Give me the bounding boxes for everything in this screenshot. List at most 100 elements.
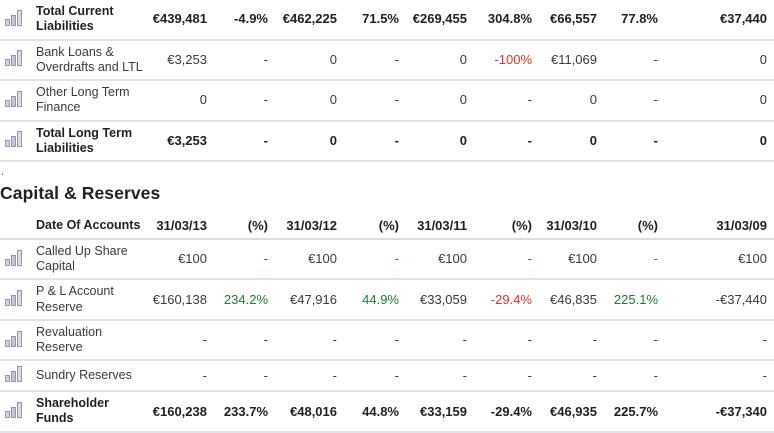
cell-value: -100%	[467, 39, 532, 81]
cell-value: €47,916	[268, 279, 337, 321]
row-icon-cell	[0, 360, 30, 393]
bar	[17, 131, 22, 148]
cell-value: -	[597, 120, 658, 162]
row-icon-cell	[0, 80, 30, 122]
cell-value: 77.8%	[597, 0, 658, 41]
bar	[11, 14, 16, 26]
bar-chart-icon[interactable]	[5, 130, 22, 148]
cell-value: 0	[268, 80, 337, 122]
bar-chart-icon[interactable]	[5, 401, 22, 419]
row-label: Shareholder Funds	[30, 391, 150, 433]
header-cell: (%)	[597, 214, 658, 240]
cell-value: -	[268, 319, 337, 362]
bar-chart-icon[interactable]	[5, 249, 22, 266]
cell-value: 234.2%	[207, 279, 268, 321]
row-label: Total Current Liabilities	[30, 0, 150, 41]
cell-value: 44.9%	[337, 279, 399, 321]
bar	[5, 140, 10, 148]
cell-value: -	[658, 319, 774, 362]
cell-value: 0	[150, 80, 207, 122]
cell-value: €100	[532, 238, 597, 281]
bar	[5, 99, 10, 107]
cell-value: 0	[399, 39, 467, 81]
bar	[11, 95, 16, 107]
table-row: Other Long Term Finance 0-0-0-0-0	[0, 80, 774, 122]
row-icon-cell	[0, 238, 30, 281]
header-cell: 31/03/10	[532, 214, 597, 240]
cell-value: 0	[268, 39, 337, 81]
bar	[17, 290, 22, 307]
header-cell: (%)	[337, 214, 399, 240]
row-label: Revaluation Reserve	[30, 319, 150, 362]
cell-value: 0	[532, 120, 597, 162]
bar	[11, 55, 16, 67]
stray-dot: .	[1, 166, 5, 178]
cell-value: €462,225	[268, 0, 337, 41]
cell-value: €46,935	[532, 391, 597, 433]
row-icon-cell	[0, 279, 30, 321]
table-row: Called Up Share Capital €100- €100- €100- €1…	[0, 238, 774, 281]
cell-value: -	[150, 360, 207, 393]
bar	[17, 90, 22, 107]
cell-value: -	[467, 238, 532, 281]
cell-value: -	[399, 360, 467, 393]
bar	[11, 407, 16, 419]
bar	[11, 371, 16, 383]
cell-value: -	[337, 360, 399, 393]
cell-value: €100	[399, 238, 467, 281]
bar	[17, 9, 22, 26]
row-label: P & L Account Reserve	[30, 279, 150, 321]
cell-value: -€37,340	[658, 391, 774, 433]
cell-value: -€37,440	[658, 279, 774, 321]
cell-value: -29.4%	[467, 279, 532, 321]
capital-reserves-table: Date Of Accounts 31/03/13 (%) 31/03/12 (%) 31…	[0, 214, 774, 433]
cell-value: 0	[399, 80, 467, 122]
bar	[5, 18, 10, 26]
header-spacer	[0, 214, 30, 240]
bar	[11, 254, 16, 266]
bar-chart-icon[interactable]	[5, 49, 22, 67]
cell-value: -	[207, 120, 268, 162]
cell-value: 304.8%	[467, 0, 532, 41]
bar-chart-icon[interactable]	[5, 90, 22, 107]
cell-value: €66,557	[532, 0, 597, 41]
bar	[5, 411, 10, 419]
cell-value: -	[337, 39, 399, 81]
cell-value: -	[532, 319, 597, 362]
bar	[11, 335, 16, 347]
row-label: Sundry Reserves	[30, 360, 150, 393]
bar-chart-icon[interactable]	[5, 9, 22, 26]
bar-chart-icon[interactable]	[5, 289, 22, 307]
cell-value: -	[597, 238, 658, 281]
bar-chart-icon[interactable]	[5, 330, 22, 347]
cell-value: €100	[268, 238, 337, 281]
bar	[17, 366, 22, 383]
cell-value: 0	[532, 80, 597, 122]
cell-value: -	[207, 80, 268, 122]
row-icon-cell	[0, 120, 30, 162]
cell-value: 44.8%	[337, 391, 399, 433]
bar-chart-icon[interactable]	[5, 365, 22, 383]
row-icon-cell	[0, 0, 30, 41]
cell-value: €33,159	[399, 391, 467, 433]
header-cell: 31/03/09	[658, 214, 774, 240]
header-cell: 31/03/11	[399, 214, 467, 240]
header-cell: (%)	[467, 214, 532, 240]
row-label: Called Up Share Capital	[30, 238, 150, 281]
cell-value: €48,016	[268, 391, 337, 433]
table-row: Shareholder Funds €160,238 233.7% €48,016 44…	[0, 391, 774, 433]
table-row: Total Current Liabilities €439,481 -4.9% €4…	[0, 0, 774, 41]
cell-value: -	[467, 80, 532, 122]
cell-value: -	[207, 360, 268, 393]
cell-value: €3,253	[150, 39, 207, 81]
row-icon-cell	[0, 39, 30, 81]
table-row: Sundry Reserves - - - - - - - - -	[0, 360, 774, 393]
cell-value: 0	[399, 120, 467, 162]
cell-value: €269,455	[399, 0, 467, 41]
header-cell: (%)	[207, 214, 268, 240]
table-header-row: Date Of Accounts 31/03/13 (%) 31/03/12 (%) 31…	[0, 214, 774, 240]
bar	[5, 339, 10, 347]
cell-value: 71.5%	[337, 0, 399, 41]
bar	[5, 375, 10, 383]
